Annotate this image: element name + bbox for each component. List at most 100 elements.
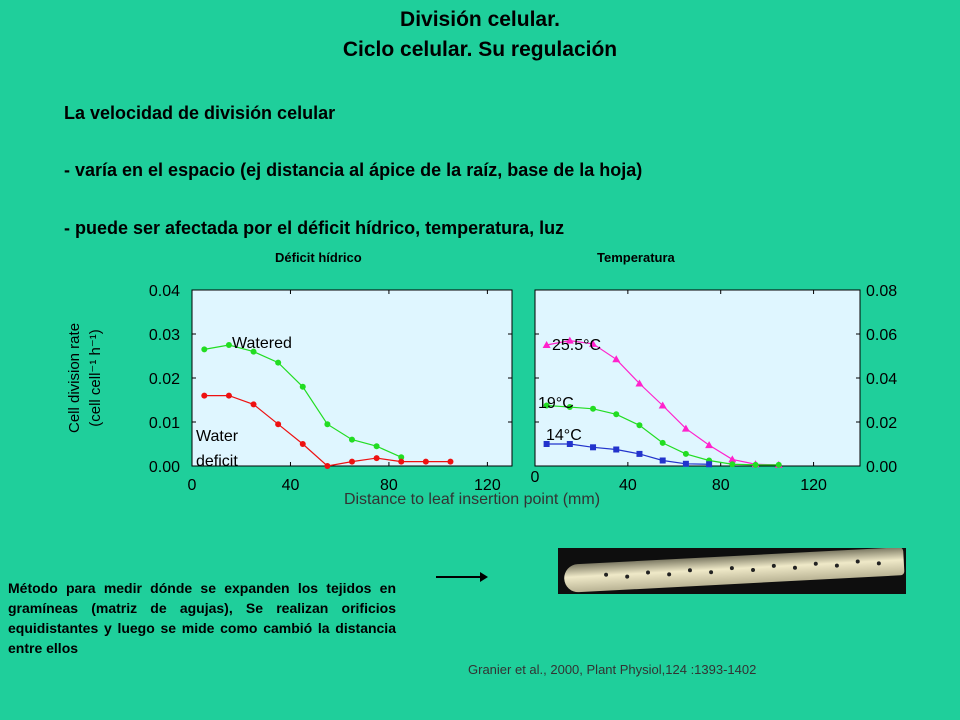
y-tick-label: 0.00: [866, 459, 897, 476]
needle-hole: [876, 561, 881, 566]
needle-hole: [687, 568, 693, 573]
y-tick-label: 0.04: [866, 371, 897, 388]
data-point: [225, 392, 232, 399]
data-point: [324, 421, 331, 428]
data-point: [775, 461, 782, 468]
data-point: [612, 355, 621, 363]
y-tick-label: 0.02: [149, 371, 180, 388]
data-point: [613, 446, 620, 453]
y-tick-label: 0.00: [149, 459, 180, 476]
y-tick-label: 0.03: [149, 327, 180, 344]
citation: Granier et al., 2000, Plant Physiol,124 …: [468, 662, 757, 677]
data-point: [752, 461, 759, 468]
method-note: Método para medir dónde se expanden los …: [8, 580, 396, 656]
data-point: [636, 422, 643, 429]
y-tick-label: 0.06: [866, 327, 897, 344]
data-point: [590, 444, 597, 451]
plot-area-1: [534, 289, 861, 467]
series-label: Water: [196, 428, 239, 445]
intro-heading: La velocidad de división celular: [64, 103, 336, 123]
data-point: [728, 455, 737, 463]
data-point: [275, 421, 282, 428]
data-point: [636, 450, 643, 457]
data-point: [635, 379, 644, 387]
data-point: [324, 463, 331, 469]
needle-hole: [729, 566, 734, 571]
data-point: [658, 401, 667, 409]
series-label: 19°C: [538, 395, 574, 412]
chart-title-temperature: Temperatura: [597, 250, 675, 265]
data-point: [398, 458, 405, 465]
needle-hole: [792, 565, 798, 570]
x-tick-label: 0: [188, 477, 197, 494]
data-point: [201, 392, 208, 399]
needle-hole: [834, 563, 840, 568]
data-point: [275, 359, 282, 366]
data-point: [659, 457, 666, 464]
data-point: [681, 424, 690, 432]
data-point: [543, 441, 550, 447]
data-point: [613, 411, 620, 418]
series-label: Watered: [232, 335, 292, 352]
needle-hole: [625, 574, 630, 579]
data-point: [542, 341, 551, 348]
y-axis-label: Cell division rate: [66, 323, 83, 433]
intro-bullet-space: - varía en el espacio (ej distancia al á…: [64, 160, 643, 180]
data-point: [373, 443, 380, 450]
needle-matrix-photo: [558, 548, 906, 594]
intro-bullet-factors: - puede ser afectada por el déficit hídr…: [64, 218, 565, 238]
x-tick-label: 40: [282, 477, 300, 494]
chart-title-water: Déficit hídrico: [275, 250, 362, 265]
series-label: 25.5°C: [552, 337, 601, 354]
data-point: [566, 441, 573, 447]
data-point: [682, 450, 689, 457]
data-point: [225, 342, 232, 348]
data-point: [373, 455, 380, 462]
x-tick-label: 120: [474, 477, 501, 494]
data-point: [543, 402, 550, 409]
needle-hole: [855, 559, 860, 564]
needle-hole: [645, 570, 651, 575]
needle-hole: [750, 567, 756, 573]
data-point: [682, 460, 689, 467]
data-point: [659, 439, 666, 446]
y-tick-label: 0.02: [866, 415, 897, 432]
x-tick-label: 40: [619, 477, 637, 494]
data-point: [250, 401, 257, 408]
series-line-1-2: [546, 443, 710, 465]
needle-hole: [667, 572, 672, 577]
data-point: [398, 454, 405, 461]
slide-subtitle: Ciclo celular. Su regulación: [342, 38, 618, 61]
data-point: [299, 383, 306, 390]
data-point: [566, 404, 573, 411]
needle-hole: [603, 572, 609, 577]
data-point: [349, 436, 355, 443]
data-point: [705, 441, 714, 449]
x-axis-label: Distance to leaf insertion point (mm): [344, 491, 600, 508]
x-tick-label: 120: [800, 477, 827, 494]
needle-hole: [813, 561, 818, 566]
data-point: [422, 458, 429, 465]
needle-hole: [771, 563, 776, 569]
y-axis-label: (cell cell⁻¹ h⁻¹): [87, 329, 104, 427]
data-point: [250, 348, 257, 355]
data-point: [589, 339, 598, 347]
y-tick-label: 0.08: [866, 283, 897, 300]
data-point: [447, 458, 454, 465]
data-point: [590, 405, 597, 412]
data-point: [299, 441, 306, 447]
x-tick-label: 80: [380, 477, 398, 494]
x-tick-label: 0: [531, 469, 540, 486]
x-tick-label: 80: [712, 477, 730, 494]
series-label: 14°C: [546, 427, 582, 444]
y-tick-label: 0.04: [149, 283, 180, 300]
slide-title: División celular.: [400, 8, 560, 31]
y-tick-label: 0.01: [149, 415, 180, 432]
data-point: [706, 461, 713, 468]
data-point: [729, 461, 736, 468]
data-point: [565, 336, 574, 344]
needle-hole: [708, 570, 714, 575]
arrow-icon: [436, 572, 488, 582]
data-point: [201, 346, 208, 353]
